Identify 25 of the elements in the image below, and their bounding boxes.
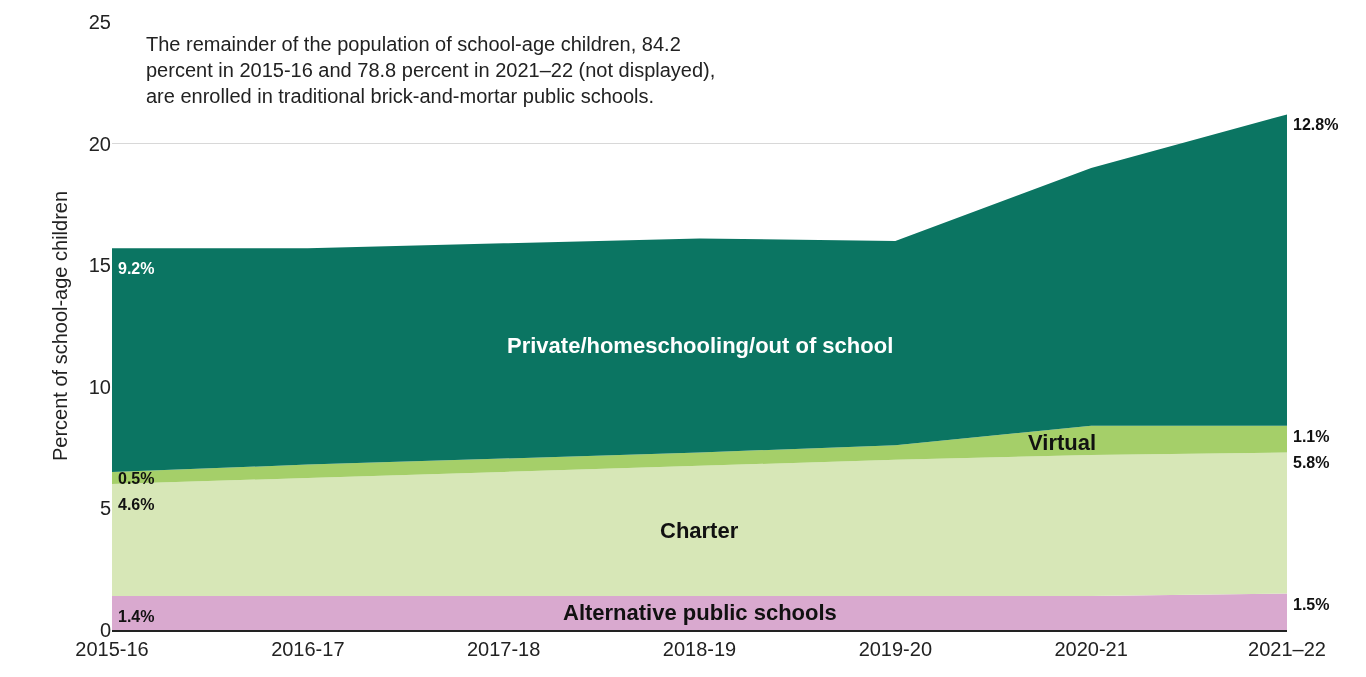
data-label: 4.6% [118, 496, 155, 513]
series-label: Alternative public schools [563, 600, 837, 625]
x-tick-label: 2019-20 [858, 637, 933, 660]
y-tick-label: 15 [88, 254, 111, 277]
series-label: Virtual [1028, 430, 1097, 455]
series-label: Private/homeschooling/out of school [507, 333, 894, 358]
x-tick-label: 2021–22 [1248, 637, 1326, 660]
data-label: 1.1% [1293, 428, 1330, 445]
data-label: 9.2% [118, 260, 155, 277]
y-tick-label: 25 [88, 11, 111, 33]
data-label: 12.8% [1293, 116, 1339, 133]
y-axis-title: Percent of school-age children [49, 190, 72, 462]
annotation: The remainder of the population of school-age children, 84.2 percent in 2015-16 and 78.8 percent in 2021–22 (not displayed), are enrolled in traditional brick-and-mortar public schools. [146, 33, 716, 107]
data-label: 1.5% [1293, 596, 1330, 613]
series-label: Charter [660, 518, 739, 543]
y-tick-label: 20 [88, 132, 111, 155]
data-label: 5.8% [1293, 454, 1330, 471]
data-label: 0.5% [118, 470, 155, 487]
x-tick-label: 2020-21 [1054, 637, 1128, 660]
x-tick-label: 2017-18 [466, 637, 541, 660]
y-tick-label: 10 [88, 375, 111, 398]
y-tick-label: 5 [99, 497, 111, 520]
x-tick-label: 2018-19 [662, 637, 737, 660]
data-label: 1.4% [118, 608, 155, 625]
x-tick-label: 2016-17 [271, 637, 345, 660]
